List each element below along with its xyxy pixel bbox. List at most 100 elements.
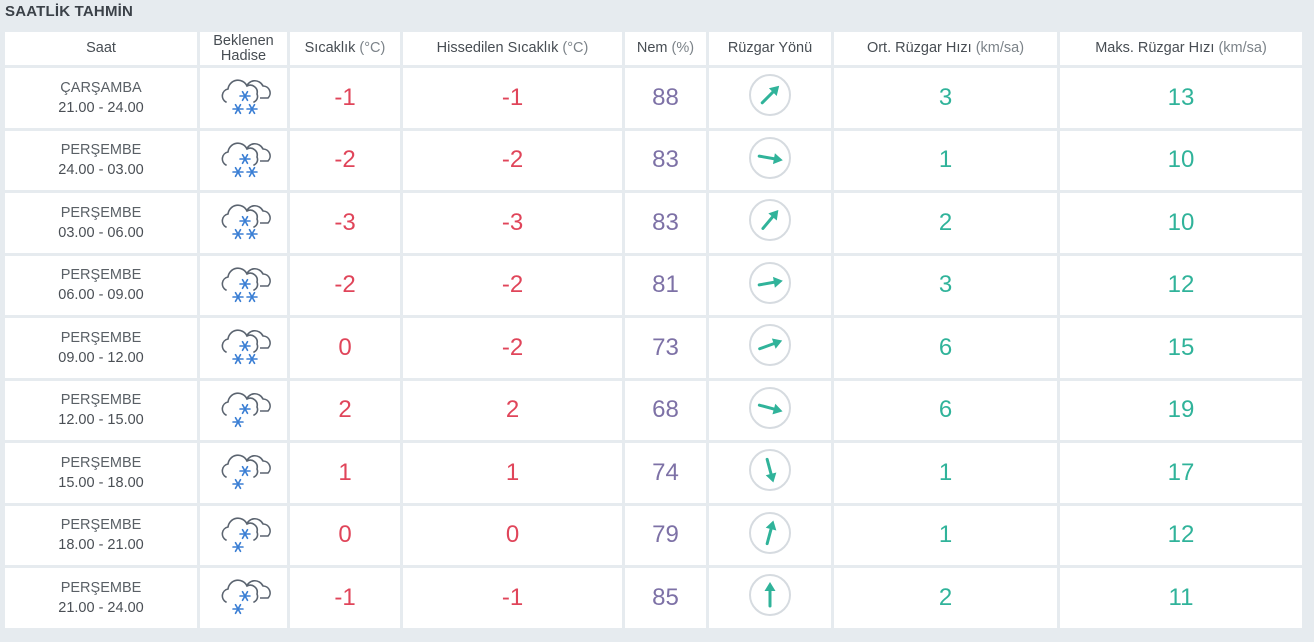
cell-condition — [200, 568, 287, 628]
cell-temperature: 0 — [290, 505, 400, 565]
wind-direction-arrow-icon — [748, 198, 792, 242]
feels-like-value: -2 — [501, 271, 524, 299]
temperature-value: -1 — [334, 83, 356, 111]
temperature-value: -3 — [334, 208, 356, 236]
humidity-value: 74 — [652, 458, 679, 486]
section-title: SAATLİK TAHMİN — [5, 3, 134, 20]
cell-wind-direction — [709, 443, 831, 503]
cell-time: PERŞEMBE 24.00 - 03.00 — [5, 130, 197, 190]
cell-condition — [200, 255, 287, 315]
wind-direction-arrow-icon — [748, 386, 792, 430]
cell-wind-direction — [709, 255, 831, 315]
temperature-value: -2 — [334, 146, 356, 174]
cell-condition — [200, 505, 287, 565]
cell-max-wind-speed: 11 — [1060, 568, 1302, 628]
row-day: ÇARŞAMBA — [60, 79, 142, 96]
cell-feels-like: -1 — [403, 68, 622, 128]
humidity-value: 73 — [652, 333, 679, 361]
row-day: PERŞEMBE — [60, 204, 142, 221]
cell-max-wind-speed: 17 — [1060, 443, 1302, 503]
cell-humidity: 68 — [625, 380, 706, 440]
cell-humidity: 88 — [625, 68, 706, 128]
cell-max-wind-speed: 13 — [1060, 68, 1302, 128]
avg-wind-speed-value: 3 — [938, 83, 953, 111]
cell-condition — [200, 380, 287, 440]
row-day: PERŞEMBE — [60, 579, 142, 596]
cell-time: PERŞEMBE 06.00 - 09.00 — [5, 255, 197, 315]
row-time-range: 21.00 - 24.00 — [58, 99, 144, 116]
cell-max-wind-speed: 19 — [1060, 380, 1302, 440]
row-day: PERŞEMBE — [60, 329, 142, 346]
cell-humidity: 81 — [625, 255, 706, 315]
cell-condition — [200, 193, 287, 253]
max-wind-speed-value: 12 — [1167, 521, 1195, 549]
feels-like-value: -2 — [501, 333, 524, 361]
cell-avg-wind-speed: 3 — [834, 255, 1057, 315]
cell-temperature: -2 — [290, 130, 400, 190]
light-snow-cloud-icon — [216, 510, 272, 556]
row-day: PERŞEMBE — [60, 454, 142, 471]
humidity-value: 85 — [652, 583, 679, 611]
snow-cloud-icon — [216, 197, 272, 243]
snow-cloud-icon — [216, 135, 272, 181]
avg-wind-speed-value: 3 — [938, 271, 953, 299]
row-time-range: 18.00 - 21.00 — [58, 537, 144, 554]
avg-wind-speed-value: 6 — [938, 396, 953, 424]
light-snow-cloud-icon — [216, 385, 272, 431]
wind-direction-arrow-icon — [748, 261, 792, 305]
row-time-range: 12.00 - 15.00 — [58, 412, 144, 429]
row-time-range: 24.00 - 03.00 — [58, 162, 144, 179]
humidity-value: 79 — [652, 521, 679, 549]
cell-avg-wind-speed: 1 — [834, 505, 1057, 565]
cell-humidity: 83 — [625, 193, 706, 253]
avg-wind-speed-value: 2 — [938, 583, 953, 611]
humidity-value: 81 — [652, 271, 679, 299]
row-time-range: 06.00 - 09.00 — [58, 287, 144, 304]
table-row: ÇARŞAMBA 21.00 - 24.00 -1 -1 88 3 13 — [5, 68, 1302, 128]
max-wind-speed-value: 11 — [1168, 583, 1194, 611]
row-time-range: 03.00 - 06.00 — [58, 224, 144, 241]
cell-temperature: 2 — [290, 380, 400, 440]
feels-like-value: 0 — [505, 521, 520, 549]
feels-like-value: -1 — [501, 83, 524, 111]
row-day: PERŞEMBE — [60, 392, 142, 409]
table-row: PERŞEMBE 03.00 - 06.00 -3 -3 83 2 10 — [5, 193, 1302, 253]
cell-wind-direction — [709, 505, 831, 565]
cell-wind-direction — [709, 318, 831, 378]
column-header-condition: Beklenen Hadise — [200, 32, 287, 65]
cell-avg-wind-speed: 6 — [834, 380, 1057, 440]
feels-like-value: -2 — [501, 146, 524, 174]
cell-feels-like: 1 — [403, 443, 622, 503]
cell-avg-wind-speed: 6 — [834, 318, 1057, 378]
feels-like-value: 2 — [505, 396, 520, 424]
max-wind-speed-value: 15 — [1167, 333, 1195, 361]
column-header-avg-wind-speed: Ort. Rüzgar Hızı (km/sa) — [834, 32, 1057, 65]
feels-like-value: 1 — [505, 458, 520, 486]
cell-max-wind-speed: 12 — [1060, 255, 1302, 315]
cell-feels-like: -2 — [403, 318, 622, 378]
cell-temperature: -3 — [290, 193, 400, 253]
light-snow-cloud-icon — [216, 447, 272, 493]
cell-avg-wind-speed: 2 — [834, 193, 1057, 253]
temperature-value: 1 — [338, 458, 352, 486]
feels-like-value: -3 — [501, 208, 524, 236]
table-row: PERŞEMBE 06.00 - 09.00 -2 -2 81 3 12 — [5, 255, 1302, 315]
max-wind-speed-value: 10 — [1167, 146, 1195, 174]
humidity-value: 83 — [652, 146, 679, 174]
cell-wind-direction — [709, 380, 831, 440]
cell-feels-like: -2 — [403, 255, 622, 315]
cell-time: PERŞEMBE 03.00 - 06.00 — [5, 193, 197, 253]
hourly-forecast-table: Saat Beklenen Hadise Sıcaklık (°C) Hisse… — [2, 29, 1305, 631]
cell-feels-like: 2 — [403, 380, 622, 440]
row-time-range: 21.00 - 24.00 — [58, 599, 144, 616]
avg-wind-speed-value: 2 — [938, 208, 953, 236]
cell-temperature: -1 — [290, 68, 400, 128]
cell-humidity: 79 — [625, 505, 706, 565]
cell-time: ÇARŞAMBA 21.00 - 24.00 — [5, 68, 197, 128]
humidity-value: 68 — [652, 396, 679, 424]
cell-condition — [200, 318, 287, 378]
table-header-row: Saat Beklenen Hadise Sıcaklık (°C) Hisse… — [5, 32, 1302, 65]
cell-max-wind-speed: 10 — [1060, 130, 1302, 190]
temperature-value: 0 — [338, 521, 352, 549]
table-row: PERŞEMBE 18.00 - 21.00 0 0 79 1 12 — [5, 505, 1302, 565]
